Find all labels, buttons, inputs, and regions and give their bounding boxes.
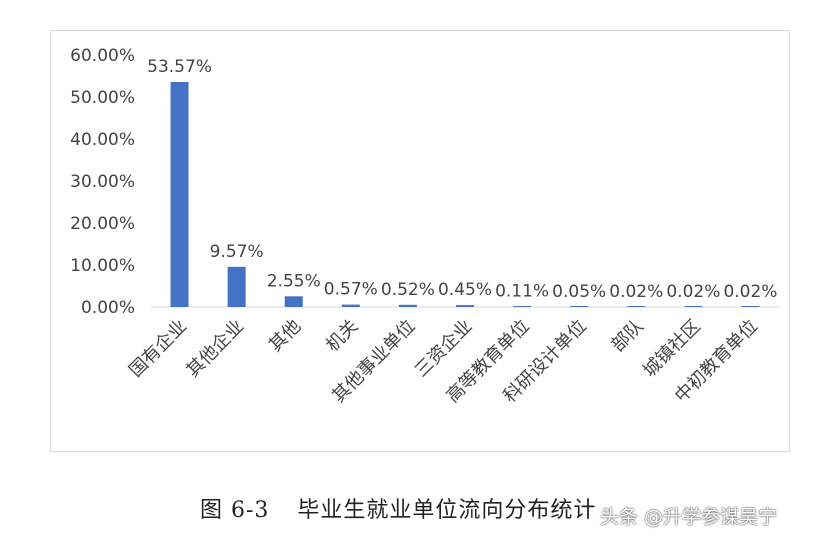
data-label: 0.02% (723, 282, 777, 302)
watermark: 头条 @升学参谋吴宁 (600, 506, 778, 528)
bar (456, 305, 474, 307)
bar-chart: 0.00% 10.00% 20.00% 30.00% 40.00% 50.00% 60.00… (70, 46, 779, 407)
data-label: 0.11% (495, 282, 549, 302)
data-label: 2.55% (267, 271, 321, 291)
bar (170, 82, 189, 307)
figure-caption: 图 6-3 毕业生就业单位流向分布统计 (200, 492, 596, 524)
y-tick-label: 60.00% (70, 46, 135, 66)
y-axis-ticks: 0.00% 10.00% 20.00% 30.00% 40.00% 50.00% 60.00… (70, 46, 135, 318)
bar (227, 266, 246, 307)
data-label: 9.57% (210, 242, 264, 262)
data-labels: 53.57% 9.57%2.55% 0.57% 0.52% 0.45% 0.11% 0.05… (147, 57, 777, 302)
category-label: 国有企业 (125, 316, 191, 382)
data-label: 53.57% (147, 57, 212, 77)
data-label: 0.02% (609, 282, 663, 302)
data-label: 0.52% (381, 280, 435, 300)
y-tick-label: 0.00% (81, 298, 135, 318)
data-label: 0.02% (666, 282, 720, 302)
caption-title: 毕业生就业单位流向分布统计 (297, 498, 597, 523)
caption-number: 图 6-3 (200, 498, 270, 523)
category-label: 机关 (322, 316, 362, 356)
data-label: 0.05% (552, 282, 606, 302)
y-tick-label: 40.00% (70, 130, 135, 150)
y-tick-label: 30.00% (70, 172, 135, 192)
chart-frame: 0.00% 10.00% 20.00% 30.00% 40.00% 50.00% 60.00… (50, 30, 790, 452)
bar (341, 304, 360, 307)
bar (398, 304, 417, 307)
y-tick-label: 50.00% (70, 88, 135, 108)
y-tick-label: 20.00% (70, 214, 135, 234)
bar (513, 306, 532, 307)
y-tick-label: 10.00% (70, 256, 135, 276)
category-label: 其他企业 (182, 316, 248, 382)
category-label: 部队 (608, 316, 648, 356)
bar (741, 306, 760, 307)
bar (627, 306, 646, 307)
category-label: 其他 (265, 316, 305, 356)
data-label: 0.45% (438, 280, 492, 300)
data-label: 0.57% (324, 280, 378, 300)
bar (570, 306, 589, 307)
bar (284, 296, 303, 307)
bar (684, 306, 703, 307)
bars (170, 82, 760, 307)
